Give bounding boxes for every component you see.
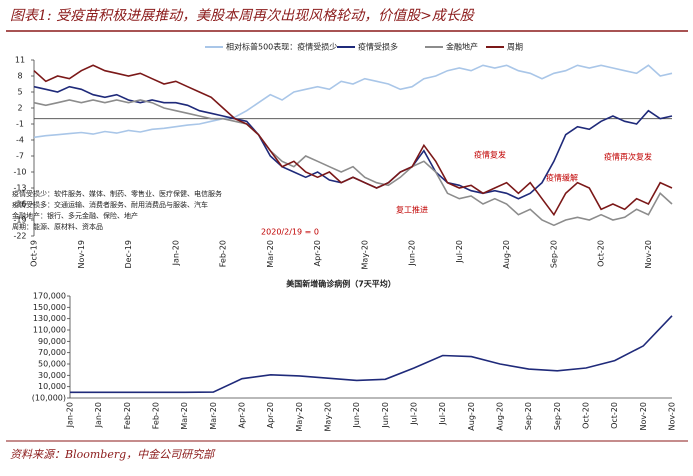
source: 资料来源：Bloomberg，中金公司研究部 [10,448,216,461]
y-tick-label: 30,000 [38,371,66,380]
x-tick-label: Jun-20 [381,402,390,429]
y-tick-label: 11 [15,56,25,65]
x-tick-label: Nov-20 [644,240,653,268]
page-title: 图表1: 受疫苗积极进展推动，美股本周再次出现风格轮动，价值股>成长股 [10,8,476,24]
x-tick-label: Jun-20 [408,240,417,267]
x-tick-label: Oct-20 [582,402,591,429]
legend-box [200,40,530,54]
x-tick-label: Jul-20 [455,240,464,264]
x-tick-label: Mar-20 [180,402,189,430]
annotation: 复工推进 [396,205,428,215]
x-tick-label: Nov-20 [668,402,677,430]
annotation: 2020/2/19 = 0 [261,228,319,237]
y-tick-label: 90,000 [38,337,66,346]
y-tick-label: -19 [13,216,26,225]
x-tick-label: Aug-20 [496,402,505,431]
y-tick-label: -22 [13,232,26,241]
x-tick-label: Jun-20 [352,402,361,429]
x-tick-label: Apr-20 [238,402,247,428]
x-tick-label: Nov-20 [639,402,648,430]
x-tick-label: Feb-20 [123,402,132,429]
y-tick-label: -16 [13,200,26,209]
y-tick-label: -13 [13,184,26,193]
legend-label: 周期 [507,43,523,52]
annotation: 疫情缓解 [546,173,578,183]
x-tick-label: Jan-20 [66,402,75,428]
x-tick-label: May-20 [324,402,333,431]
x-tick-label: Apr-20 [266,402,275,428]
chart-title: 美国新增确诊病例（7天平均） [286,279,396,289]
x-tick-label: Oct-20 [610,402,619,429]
y-tick-label: 130,000 [33,314,66,323]
y-tick-label: -10 [13,168,26,177]
x-tick-label: Aug-20 [467,402,476,431]
x-tick-label: May-20 [360,240,369,269]
x-tick-label: Sep-20 [549,240,558,268]
series-line [33,99,673,227]
x-tick-label: May-20 [295,402,304,431]
y-tick-label: 110,000 [33,326,66,335]
series-line [33,64,673,139]
x-tick-label: Mar-20 [266,240,275,268]
x-tick-label: Dec-19 [124,240,133,269]
legend-label: 金融地产 [446,42,478,52]
x-tick-label: Jul-20 [410,402,419,426]
x-tick-label: Jan-20 [171,240,180,266]
legend-label: 相对标普500表现：疫情受损少 [226,42,337,52]
x-tick-label: Jan-20 [94,402,103,428]
y-tick-label: 2 [17,104,22,113]
y-tick-label: 5 [17,88,22,97]
x-tick-label: Mar-20 [209,402,218,430]
x-tick-label: Sep-20 [553,402,562,430]
x-tick-label: Feb-20 [152,402,161,429]
y-tick-label: 70,000 [38,348,66,357]
x-tick-label: Sep-20 [524,402,533,430]
note: 疫情受损少：软件服务、媒体、制药、零售业、医疗保健、电信服务 [12,189,222,198]
y-tick-label: 10,000 [38,382,66,391]
x-tick-label: Aug-20 [502,240,511,269]
y-tick-label: 50,000 [38,360,66,369]
y-tick-label: (10,000) [32,394,66,403]
y-tick-label: -4 [16,136,24,145]
x-tick-label: Apr-20 [313,240,322,266]
annotation: 疫情复发 [474,150,506,160]
x-tick-label: Oct-19 [30,240,39,267]
series-line [33,64,673,217]
series-line [70,315,673,394]
x-tick-label: Feb-20 [219,240,228,267]
y-tick-label: 150,000 [33,303,66,312]
x-tick-label: Nov-19 [77,240,86,268]
y-tick-label: 8 [17,72,22,81]
annotation: 疫情再次复发 [604,152,652,162]
note: 金融地产：银行、多元金融、保险、地产 [12,211,138,220]
y-tick-label: 170,000 [33,292,66,301]
x-tick-label: Jul-20 [438,402,447,426]
legend-label: 疫情受损多 [358,42,398,52]
note: 疫情受损多：交通运输、消费者服务、耐用消费品与服装、汽车 [12,200,208,209]
y-tick-label: -7 [16,152,24,161]
note: 周期：能源、原材料、资本品 [12,222,103,231]
y-tick-label: -1 [16,120,24,129]
x-tick-label: Oct-20 [597,240,606,267]
